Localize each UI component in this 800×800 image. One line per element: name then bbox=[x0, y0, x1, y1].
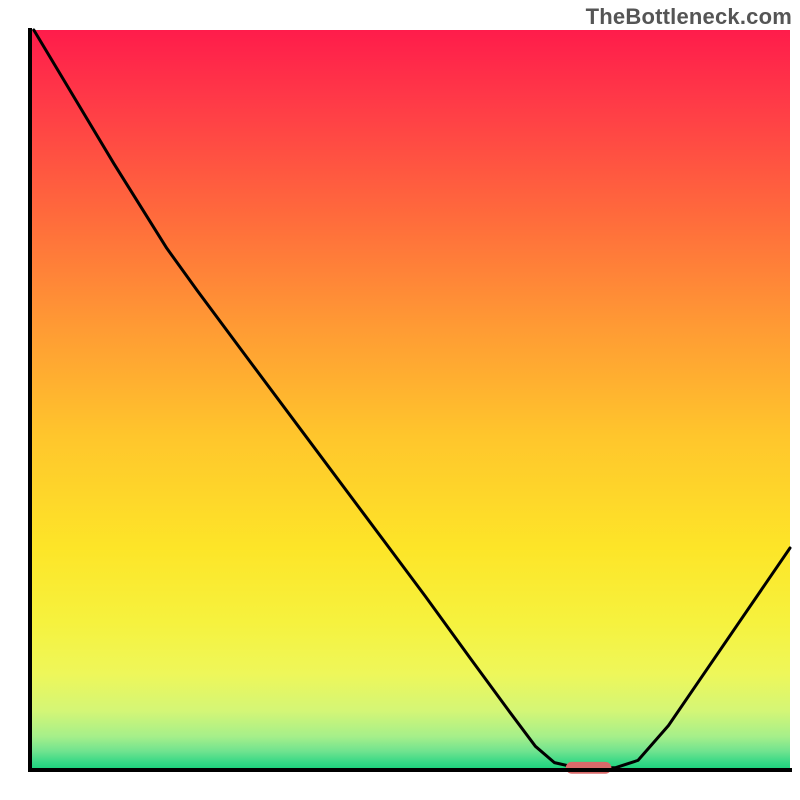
watermark-text: TheBottleneck.com bbox=[586, 4, 792, 30]
plot-background bbox=[30, 30, 790, 770]
